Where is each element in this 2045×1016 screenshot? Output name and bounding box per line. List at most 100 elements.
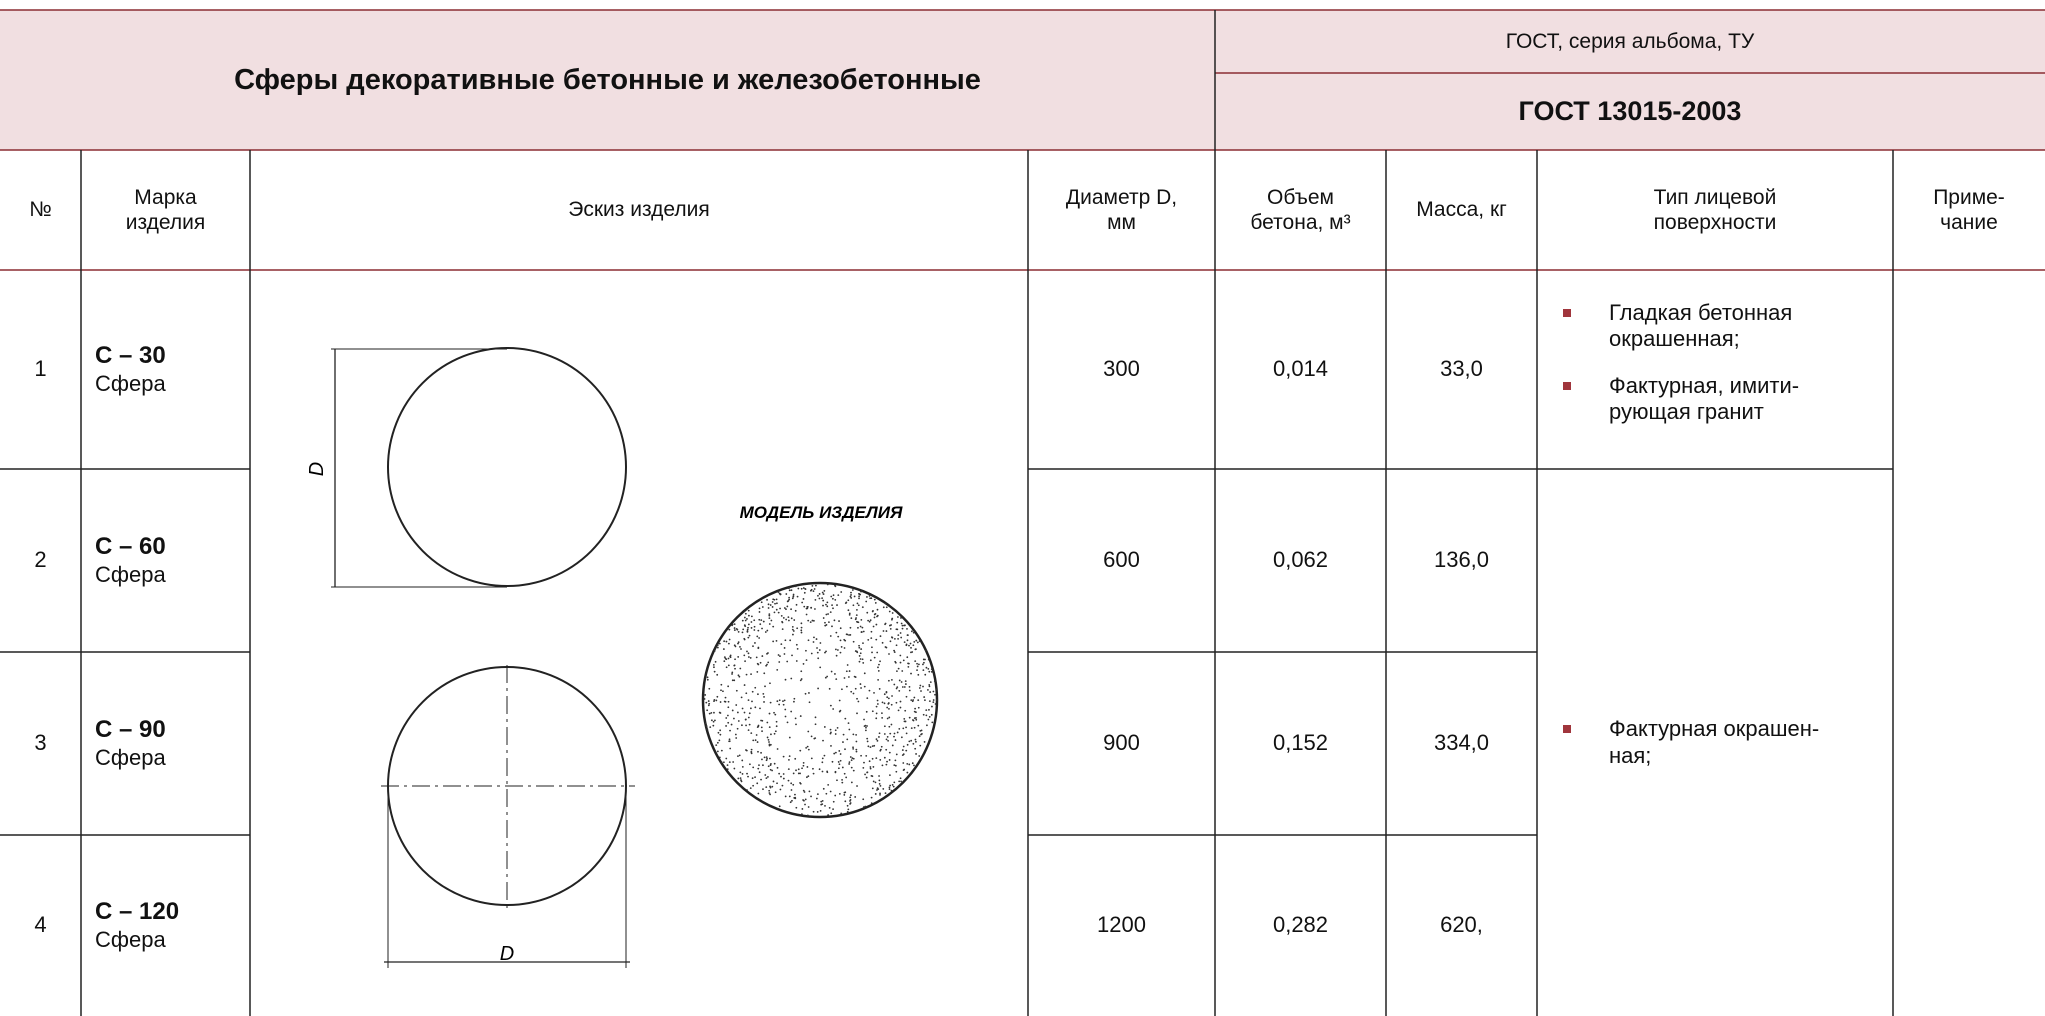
stipple-dot [883, 725, 886, 728]
stipple-dot [771, 769, 773, 772]
stipple-dot [715, 744, 718, 747]
stipple-dot [872, 625, 875, 628]
stipple-dot [868, 689, 871, 692]
stipple-dot [725, 725, 727, 727]
product-name: Сфера [95, 561, 166, 587]
stipple-dot [842, 741, 844, 743]
stipple-dot [885, 630, 888, 632]
stipple-dot [801, 601, 804, 604]
stipple-dot [734, 733, 737, 736]
stipple-dot [802, 598, 805, 600]
stipple-dot [825, 603, 827, 606]
stipple-dot [896, 686, 899, 688]
stipple-dot [862, 798, 865, 801]
stipple-dot [876, 739, 879, 742]
stipple-dot [750, 752, 753, 755]
stipple-dot [730, 723, 733, 726]
stipple-dot [757, 750, 759, 753]
stipple-dot [911, 651, 914, 653]
stipple-dot [821, 757, 824, 760]
stipple-dot [756, 782, 759, 785]
stipple-dot [879, 635, 882, 638]
stipple-dot [870, 774, 873, 777]
stipple-dot [876, 608, 879, 611]
stipple-dot [763, 696, 765, 698]
stipple-dot [791, 628, 794, 631]
stipple-dot [889, 774, 891, 777]
stipple-dot [926, 724, 928, 727]
header-lines [0, 9, 2045, 271]
stipple-dot [916, 665, 919, 668]
stipple-dot [792, 593, 795, 596]
stipple-dot [718, 756, 721, 759]
stipple-dot [740, 780, 743, 783]
stipple-dot [876, 651, 879, 654]
stipple-dot [747, 716, 750, 719]
stipple-dot [737, 755, 739, 758]
stipple-dot [768, 614, 771, 617]
stipple-dot [778, 772, 781, 775]
stipple-dot [753, 625, 756, 628]
stipple-dot [794, 797, 797, 800]
stipple-dot [838, 763, 841, 766]
stipple-dot [873, 598, 876, 601]
stipple-dot [859, 658, 862, 660]
stipple-dot [729, 655, 732, 658]
stipple-dot [802, 761, 805, 764]
stipple-dot [746, 628, 749, 631]
stipple-dot [866, 611, 869, 614]
stipple-dot [838, 750, 841, 752]
stipple-dot [754, 686, 757, 689]
stipple-dot [850, 591, 852, 594]
stipple-dot [850, 690, 853, 693]
stipple-dot [758, 611, 761, 613]
stipple-dot [822, 617, 825, 619]
stipple-dot [768, 792, 771, 794]
stipple-dot [855, 733, 858, 736]
stipple-dot [738, 675, 741, 678]
stipple-dot [752, 784, 755, 787]
stipple-dot [758, 607, 761, 610]
stipple-dot [734, 645, 737, 648]
stipple-dot [733, 629, 736, 631]
mass: 620, [1440, 912, 1483, 938]
stipple-dot [915, 753, 917, 755]
stipple-dot [825, 650, 827, 653]
stipple-dot [844, 800, 847, 803]
stipple-dot [777, 654, 780, 656]
stipple-dot [854, 650, 857, 652]
stipple-dot [803, 791, 806, 793]
stipple-dot [885, 646, 888, 649]
stipple-dot [908, 689, 911, 692]
stipple-dot [875, 712, 878, 715]
stipple-dot [764, 685, 766, 688]
stipple-dot [807, 775, 810, 778]
stipple-dot [776, 700, 779, 703]
stipple-dot [870, 802, 873, 805]
stipple-dot [914, 648, 917, 651]
stipple-dot [729, 729, 731, 732]
stipple-dot [728, 761, 731, 764]
stipple-dot [792, 772, 795, 775]
stipple-dot [866, 740, 869, 743]
stipple-dot [727, 657, 730, 660]
stipple-dot [742, 628, 745, 631]
stipple-dot [826, 770, 829, 773]
stipple-dot [719, 729, 722, 732]
surface-item: Фактурная, имити- рующая гранит [1563, 373, 1883, 426]
stipple-dot [755, 734, 758, 736]
stipple-dot [725, 717, 728, 719]
stipple-dot [829, 704, 832, 707]
stipple-dot [747, 626, 749, 629]
stipple-dot [856, 602, 859, 605]
stipple-dot [746, 630, 749, 633]
stipple-dot [852, 604, 855, 607]
stipple-dot [755, 656, 758, 659]
stipple-dot [769, 701, 772, 704]
stipple-dot [704, 694, 707, 696]
stipple-dot [933, 680, 936, 683]
stipple-dot [741, 773, 744, 775]
sketch [331, 347, 939, 968]
stipple-dot [848, 763, 851, 765]
stipple-dot [854, 687, 857, 690]
